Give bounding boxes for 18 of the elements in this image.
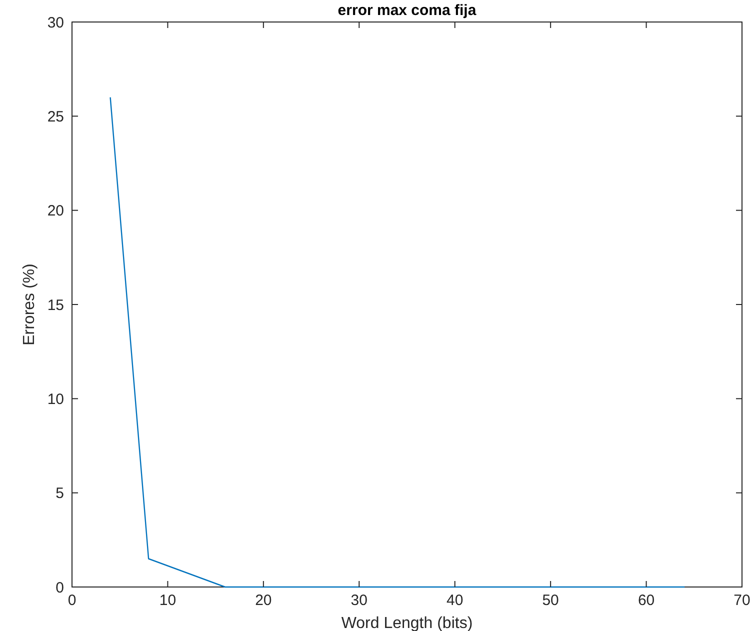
y-tick-label: 20 [47, 202, 64, 220]
x-tick-label: 30 [350, 592, 368, 609]
y-tick-label: 30 [47, 14, 64, 32]
x-tick-label: 70 [734, 592, 750, 609]
x-tick-label: 20 [255, 592, 272, 609]
y-tick-label: 10 [47, 390, 64, 408]
x-tick-label: 0 [68, 592, 76, 609]
y-tick-label: 0 [56, 579, 64, 596]
y-tick-label: 5 [56, 485, 64, 502]
x-tick-label: 50 [542, 592, 559, 609]
y-axis-title: Errores (%) [21, 264, 38, 346]
x-tick-label: 10 [159, 592, 176, 609]
y-tick-label: 15 [47, 296, 64, 314]
x-tick-label: 60 [638, 592, 655, 609]
x-axis-title: Word Length (bits) [341, 615, 473, 631]
x-tick-label: 40 [446, 592, 464, 609]
chart-title: error max coma fija [338, 2, 477, 19]
y-tick-label: 25 [47, 108, 64, 126]
